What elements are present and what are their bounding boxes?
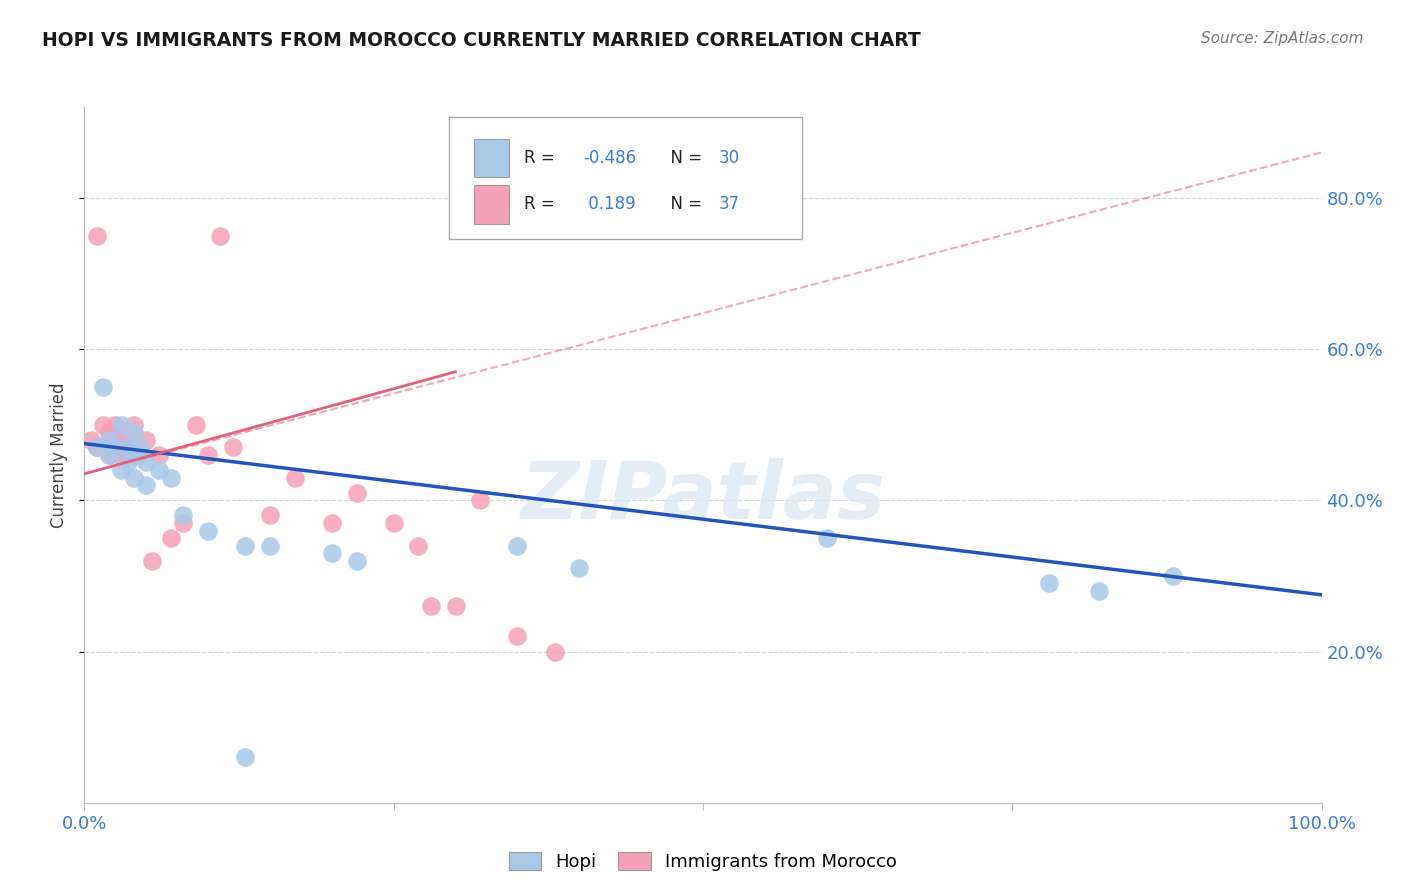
Bar [474, 186, 509, 224]
Point [141, 554, 163, 568]
Point [346, 485, 368, 500]
Point [148, 448, 170, 462]
Point [197, 524, 219, 538]
FancyBboxPatch shape [450, 118, 801, 239]
Point [408, 539, 430, 553]
Point [135, 433, 157, 447]
Point [209, 228, 232, 243]
Text: Source: ZipAtlas.com: Source: ZipAtlas.com [1201, 31, 1364, 46]
Point [122, 433, 145, 447]
Text: R =: R = [523, 149, 560, 167]
Point [222, 441, 245, 455]
Point [122, 448, 145, 462]
Point [98, 448, 121, 462]
Point [259, 508, 281, 523]
Point [543, 644, 565, 658]
Point [135, 455, 157, 469]
Point [122, 470, 145, 484]
Point [160, 531, 183, 545]
Point [122, 425, 145, 440]
Point [321, 516, 343, 530]
Point [568, 561, 591, 575]
Point [110, 448, 132, 462]
Point [98, 448, 121, 462]
Text: HOPI VS IMMIGRANTS FROM MOROCCO CURRENTLY MARRIED CORRELATION CHART: HOPI VS IMMIGRANTS FROM MOROCCO CURRENTL… [42, 31, 921, 50]
Point [110, 433, 132, 447]
Point [444, 599, 467, 614]
Point [346, 554, 368, 568]
Point [135, 478, 157, 492]
Point [284, 470, 307, 484]
Point [506, 539, 529, 553]
Point [197, 448, 219, 462]
Point [91, 380, 114, 394]
Point [382, 516, 405, 530]
Point [104, 441, 127, 455]
Point [86, 228, 108, 243]
Point [172, 516, 194, 530]
Text: R =: R = [523, 195, 560, 213]
Text: N =: N = [659, 195, 707, 213]
Point [110, 417, 132, 432]
Point [172, 508, 194, 523]
Point [91, 417, 114, 432]
Point [122, 417, 145, 432]
Point [470, 493, 492, 508]
Point [1161, 569, 1184, 583]
Bar [474, 138, 509, 177]
Point [117, 455, 139, 469]
Point [104, 441, 127, 455]
Point [129, 441, 152, 455]
Point [419, 599, 441, 614]
Point [98, 433, 121, 447]
Text: 37: 37 [718, 195, 740, 213]
Y-axis label: Currently Married: Currently Married [49, 382, 67, 528]
Point [815, 531, 838, 545]
Point [506, 629, 529, 643]
Point [98, 433, 121, 447]
Point [160, 470, 183, 484]
Text: ZIPatlas: ZIPatlas [520, 458, 886, 536]
Point [117, 441, 139, 455]
Point [79, 433, 101, 447]
Point [110, 425, 132, 440]
Point [259, 539, 281, 553]
Text: 0.189: 0.189 [583, 195, 636, 213]
Point [117, 448, 139, 462]
Point [110, 463, 132, 477]
Point [148, 463, 170, 477]
Point [1038, 576, 1060, 591]
Point [104, 417, 127, 432]
Point [321, 546, 343, 560]
Point [86, 441, 108, 455]
Point [86, 441, 108, 455]
Point [184, 417, 207, 432]
Point [233, 539, 256, 553]
Point [233, 750, 256, 764]
Text: N =: N = [659, 149, 707, 167]
Legend: Hopi, Immigrants from Morocco: Hopi, Immigrants from Morocco [502, 846, 904, 879]
Text: -0.486: -0.486 [583, 149, 636, 167]
Point [129, 448, 152, 462]
Point [110, 441, 132, 455]
Text: 30: 30 [718, 149, 740, 167]
Point [1088, 584, 1111, 599]
Point [98, 425, 121, 440]
